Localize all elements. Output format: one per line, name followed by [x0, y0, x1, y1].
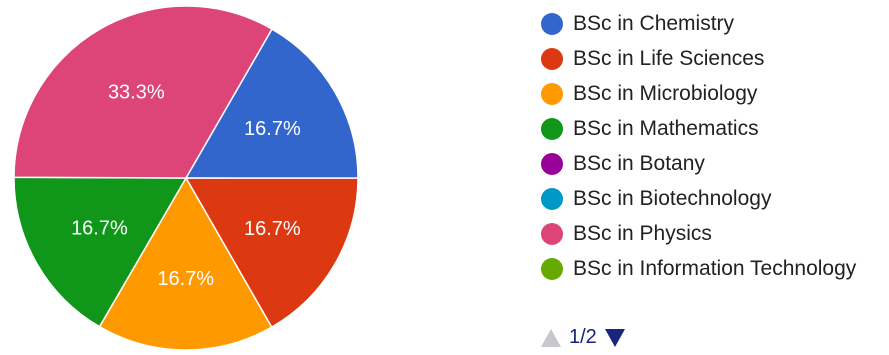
legend-label: BSc in Microbiology	[573, 81, 758, 105]
slice-label-bsc-in-physics: 33.3%	[108, 82, 165, 104]
legend-item[interactable]: BSc in Chemistry	[541, 6, 856, 41]
slice-label-bsc-in-microbiology: 16.7%	[157, 268, 214, 290]
legend-swatch	[541, 187, 563, 210]
legend-label: BSc in Biotechnology	[573, 186, 772, 210]
legend-item[interactable]: BSc in Biotechnology	[541, 181, 856, 216]
slice-label-bsc-in-life-sciences: 16.7%	[244, 218, 301, 240]
legend-page-indicator: 1/2	[569, 326, 597, 348]
legend-item[interactable]: BSc in Botany	[541, 146, 856, 181]
legend-label: BSc in Mathematics	[573, 116, 759, 140]
page-up-icon[interactable]	[541, 328, 561, 347]
pie-slice-bsc-in-life-sciences	[184, 177, 359, 329]
pie-plot: 16.7% 16.7% 16.7% 16.7% 33.3%	[13, 5, 359, 351]
legend-item[interactable]: BSc in Mathematics	[541, 111, 856, 146]
legend-label: BSc in Chemistry	[573, 11, 735, 35]
pie-slice-bsc-in-chemistry	[184, 28, 359, 179]
legend-label: BSc in Physics	[573, 221, 712, 245]
page-down-icon[interactable]	[604, 328, 625, 347]
legend-swatch	[541, 257, 563, 280]
legend-swatch	[541, 117, 563, 140]
slice-label-bsc-in-mathematics: 16.7%	[71, 218, 128, 240]
legend-pager: 1/2	[541, 326, 625, 349]
legend-swatch	[541, 47, 563, 70]
legend-swatch	[541, 82, 563, 105]
pie-slice-bsc-in-microbiology	[98, 176, 273, 351]
legend-item[interactable]: BSc in Microbiology	[541, 76, 856, 111]
legend-item[interactable]: BSc in Life Sciences	[541, 41, 856, 76]
slice-label-bsc-in-chemistry: 16.7%	[244, 118, 301, 140]
legend-label: BSc in Information Technology	[573, 256, 857, 280]
legend: BSc in Chemistry BSc in Life Sciences BSc …	[541, 6, 856, 286]
legend-swatch	[541, 152, 563, 175]
legend-item[interactable]: BSc in Information Technology	[541, 251, 856, 286]
pie-slice-bsc-in-mathematics	[13, 176, 188, 328]
legend-swatch	[541, 222, 563, 245]
pie-slice-bsc-in-physics	[13, 5, 274, 179]
legend-swatch	[541, 12, 563, 35]
legend-label: BSc in Botany	[573, 151, 705, 175]
legend-label: BSc in Life Sciences	[573, 46, 765, 70]
legend-item[interactable]: BSc in Physics	[541, 216, 856, 251]
